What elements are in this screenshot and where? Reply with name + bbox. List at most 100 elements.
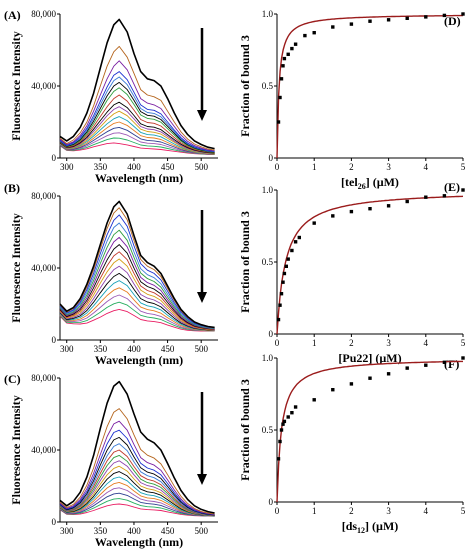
x-axis-label-main: [tel [341,175,358,189]
x-tick-label: 300 [60,344,74,354]
spectrum-line [59,465,215,517]
data-point [442,360,447,364]
x-tick-label: 400 [127,344,141,354]
y-tick-label: 0 [52,335,57,345]
data-point [312,398,316,402]
x-axis-label-end: ] (µM) [366,175,399,189]
spectrum-line [59,94,215,154]
x-tick-label: 300 [60,162,74,172]
data-point [276,457,281,461]
spectrum-line [59,487,215,517]
spectrum-line [59,81,215,153]
y-tick-label: 80,000 [31,373,56,383]
data-point [405,199,409,204]
y-axis-label: Fraction of bound 3 [238,211,252,313]
data-point [293,405,298,409]
panel-label: (B) [4,181,20,195]
data-point [276,120,281,124]
data-point [368,207,372,211]
spectrum-line [59,308,215,332]
y-tick-label: 40,000 [31,81,56,91]
quench-arrow-head [197,292,207,303]
data-point [368,376,372,380]
data-point [349,22,354,26]
panel-label: (F) [444,357,459,371]
panel-label: (D) [444,14,461,28]
x-tick-label: 500 [194,344,208,354]
data-point [286,52,290,56]
x-tick-label: 2 [349,162,354,172]
spectrum-line [59,287,215,331]
panel-a: (A) 0 40,000 80,000 300 350 400 450 500 Fluoresen… [4,8,218,185]
data-point [405,366,409,370]
spectrum-line [59,272,215,331]
y-tick-label: 0 [269,497,274,507]
spectrum-line [59,116,215,155]
fit-curve [276,195,464,335]
data-point [386,18,391,22]
y-tick-label: 1.0 [262,9,274,19]
fit-curve [276,14,463,159]
spectrum-line [59,76,215,153]
data-point [282,271,287,276]
x-axis-label-main: [Pu22] (µM) [338,351,401,365]
x-tick-label: 400 [127,162,141,172]
spectrum-line [59,229,215,330]
y-tick-label: 40,000 [31,445,56,455]
data-point [442,194,447,198]
data-point [286,257,290,261]
spectrum-line [59,301,215,332]
data-point [405,16,409,20]
x-axis-label: [Pu22] (µM) [338,351,401,365]
spectrum-line [59,280,215,331]
x-axis-label: [ds12] (µM) [342,519,399,535]
quench-arrow-head [197,110,207,121]
x-axis-label: Wavelength (nm) [95,171,183,185]
y-axis-label: Fluoresence Intensity [9,395,23,504]
x-tick-label: 1 [312,506,317,516]
spectrum-line [59,200,215,329]
data-point [424,363,428,367]
y-tick-label: 1.0 [262,185,274,195]
quench-arrow-head [197,474,207,485]
y-axis-label: Fraction of bound 3 [238,35,252,137]
panel-d: (D) 0 0.5 1.0 0 1 2 3 4 5 Fraction of bound 3 [tel2… [238,9,466,191]
data-point [278,439,282,444]
spectrum-line [59,492,215,517]
x-tick-label: 0 [275,506,280,516]
spectrum-line [59,132,215,155]
x-tick-label: 4 [424,338,429,348]
spectrum-line [59,380,215,514]
x-tick-label: 2 [349,506,354,516]
spectrum-line [59,436,215,516]
data-point [331,388,335,392]
data-point [386,372,391,376]
data-point [284,264,288,268]
x-axis-label-main: [ds [342,519,358,533]
x-axis-label: Wavelength (nm) [95,535,183,549]
x-tick-label: 500 [194,162,208,172]
x-tick-label: 0 [275,162,280,172]
spectrum-line [59,45,215,151]
y-tick-label: 1.0 [262,353,274,363]
x-tick-label: 1 [312,338,317,348]
data-point [424,195,428,199]
x-tick-label: 5 [461,506,466,516]
data-point [331,25,335,29]
data-point [312,221,316,225]
spectrum-line [59,294,215,332]
spectrum-line [59,110,215,154]
panel-c: (C) 0 40,000 80,000 300 350 400 450 500 Fluoresen… [4,372,218,549]
data-point [278,303,282,307]
panel-label: (A) [4,8,21,22]
x-tick-label: 0 [275,338,280,348]
spectrum-line [59,137,215,155]
spectrum-line [59,454,215,516]
x-tick-label: 5 [461,338,466,348]
spectrum-line [59,222,215,329]
spectrum-line [59,18,215,150]
x-tick-label: 3 [386,162,391,172]
data-point [290,248,294,253]
